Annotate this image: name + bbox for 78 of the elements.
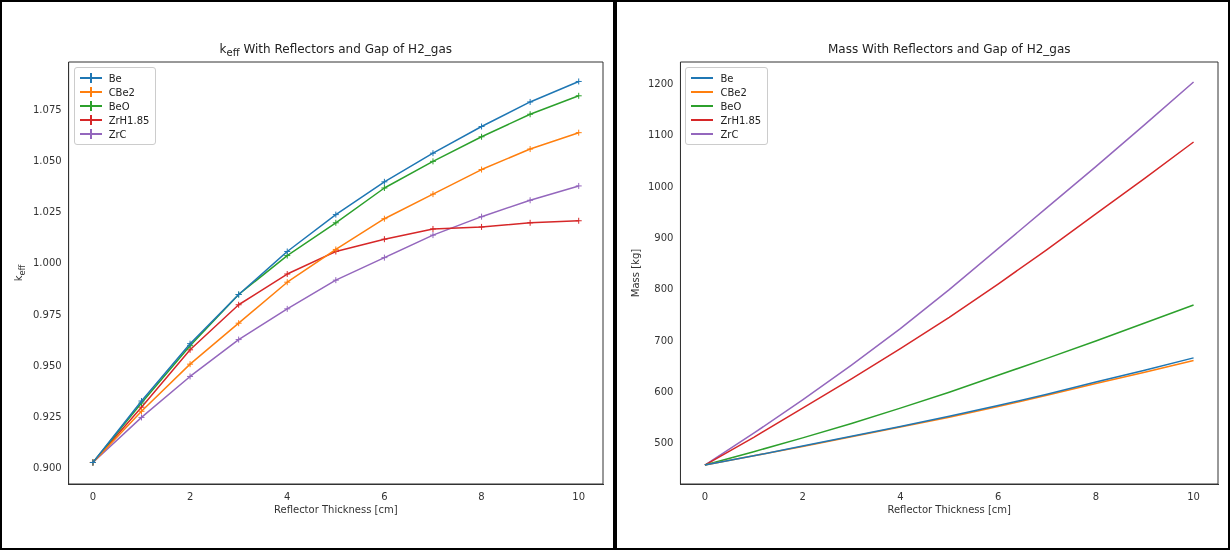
x-tick-label: 2 [799, 490, 806, 502]
y-tick-label: 0.950 [32, 359, 62, 371]
y-tick-label: 1.050 [32, 154, 62, 166]
point [526, 196, 534, 204]
point [138, 407, 145, 415]
legend-label: ZrC [720, 128, 739, 140]
point [283, 247, 291, 255]
y-tick-label: 0.900 [32, 462, 62, 474]
x-tick-label: 4 [897, 490, 904, 502]
point [186, 372, 194, 380]
point [235, 319, 243, 327]
x-axis-title: Reflector Thickness [cm] [887, 504, 1012, 515]
point [332, 219, 340, 227]
point [526, 219, 534, 227]
point [235, 301, 243, 309]
y-tick-label: 600 [654, 385, 674, 397]
x-tick-label: 8 [478, 490, 485, 502]
point [186, 346, 194, 354]
point [235, 336, 243, 344]
x-tick-label: 4 [284, 490, 291, 502]
x-axis-title: Reflector Thickness [cm] [274, 504, 398, 515]
point [138, 413, 145, 421]
x-tick-label: 0 [701, 490, 709, 502]
y-axis-title: Mass [kg] [629, 248, 641, 298]
chart-title: k$_{eff}$ With Reflectors and Gap of H2_gas [219, 42, 453, 59]
x-tick-label: 10 [572, 490, 586, 502]
y-tick-label: 1.075 [32, 103, 62, 115]
y-tick-label: 0.975 [32, 308, 62, 320]
y-tick-label: 900 [654, 231, 674, 243]
chart-title: Mass With Reflectors and Gap of H2_gas [827, 42, 1071, 56]
point [283, 270, 291, 278]
point [429, 231, 437, 239]
point [478, 166, 486, 174]
point [283, 278, 291, 286]
point [283, 305, 291, 313]
y-tick-label: 1.025 [32, 206, 62, 218]
x-tick-label: 6 [381, 490, 388, 502]
y-tick-label: 0.925 [32, 411, 62, 423]
point [380, 254, 388, 262]
point [526, 145, 534, 153]
legend-label: CBe2 [108, 86, 135, 98]
x-tick-label: 6 [994, 490, 1002, 502]
y-tick-label: 500 [654, 437, 674, 449]
legend-label: BeO [108, 100, 130, 112]
legend-label: Be [720, 72, 734, 84]
point [429, 225, 437, 233]
legend-label: Be [108, 72, 122, 84]
y-tick-label: 1200 [648, 78, 674, 90]
y-tick-label: 800 [654, 283, 674, 295]
y-tick-label: 1.000 [32, 257, 62, 269]
point [186, 360, 194, 368]
point [478, 223, 486, 231]
legend-label: ZrC [108, 128, 127, 140]
legend-label: ZrH1.85 [108, 114, 150, 126]
point [478, 133, 486, 141]
x-tick-label: 10 [1187, 490, 1200, 502]
x-tick-label: 2 [186, 490, 194, 502]
x-tick-label: 0 [89, 490, 97, 502]
point [429, 157, 437, 165]
y-tick-label: 700 [654, 334, 674, 346]
point [478, 123, 486, 131]
point [380, 215, 388, 223]
y-tick-label: 1000 [648, 180, 674, 192]
point [380, 235, 388, 243]
point [478, 213, 486, 221]
y-tick-label: 1100 [648, 129, 674, 141]
point [332, 211, 340, 219]
point [332, 276, 340, 284]
x-tick-label: 8 [1092, 490, 1100, 502]
point [380, 184, 388, 192]
point [526, 110, 534, 118]
legend-label: CBe2 [720, 86, 747, 98]
point [526, 98, 534, 106]
point [429, 149, 437, 157]
point [380, 178, 388, 186]
point [429, 190, 437, 198]
legend-label: BeO [720, 100, 742, 112]
legend-label: ZrH1.85 [720, 114, 762, 126]
